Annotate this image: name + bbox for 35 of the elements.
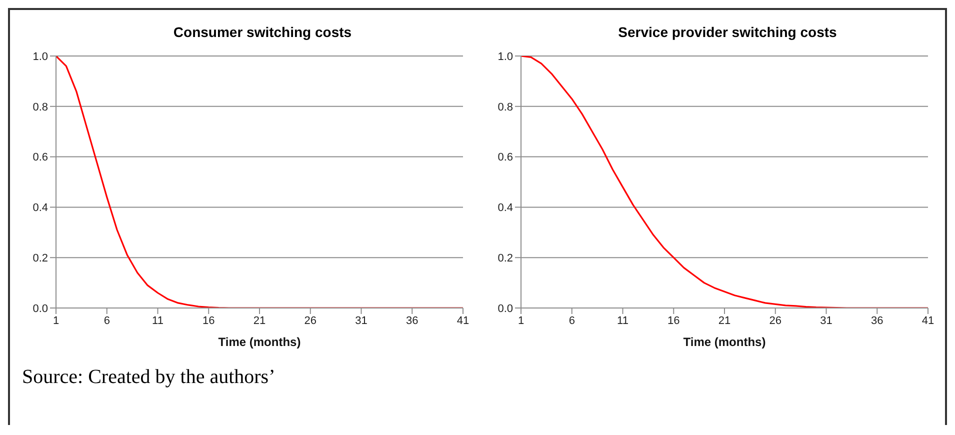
- y-tick-label: 1.0: [498, 50, 513, 63]
- x-tick-label: 6: [104, 314, 110, 327]
- x-axis-title: Time (months): [683, 335, 766, 349]
- x-tick-label: 16: [668, 314, 680, 327]
- chart-title: Service provider switching costs: [617, 23, 838, 42]
- chart-title: Consumer switching costs: [172, 23, 353, 42]
- y-tick-label: 0.6: [32, 152, 48, 164]
- x-tick-label: 31: [820, 314, 832, 327]
- x-tick-label: 6: [568, 314, 575, 327]
- y-tick-label: 0.8: [32, 101, 48, 114]
- y-tick-label: 0.6: [498, 152, 513, 164]
- y-tick-label: 1.0: [32, 50, 48, 63]
- y-tick-label: 0.2: [32, 252, 48, 265]
- x-tick-label: 36: [406, 314, 418, 327]
- y-tick-label: 0.8: [498, 101, 513, 114]
- y-tick-label: 0.4: [32, 202, 48, 214]
- x-tick-label: 21: [253, 314, 266, 327]
- x-tick-label: 41: [456, 314, 470, 327]
- x-tick-label: 26: [304, 314, 316, 327]
- source-note: Source: Created by the authors’: [22, 366, 276, 389]
- x-tick-label: 41: [922, 314, 934, 327]
- x-tick-label: 36: [871, 314, 884, 327]
- y-tick-label: 0.2: [498, 252, 513, 265]
- x-tick-label: 1: [518, 314, 524, 327]
- y-tick-label: 0.0: [498, 302, 513, 315]
- x-tick-label: 11: [617, 314, 628, 327]
- x-tick-label: 31: [355, 314, 368, 327]
- x-tick-label: 1: [52, 314, 60, 327]
- x-tick-label: 21: [718, 314, 731, 327]
- x-axis-title: Time (months): [218, 335, 301, 349]
- x-tick-label: 26: [769, 314, 782, 327]
- y-tick-label: 0.0: [32, 302, 48, 315]
- x-tick-label: 16: [202, 314, 215, 327]
- y-tick-label: 0.4: [498, 202, 513, 214]
- x-tick-label: 11: [152, 314, 164, 327]
